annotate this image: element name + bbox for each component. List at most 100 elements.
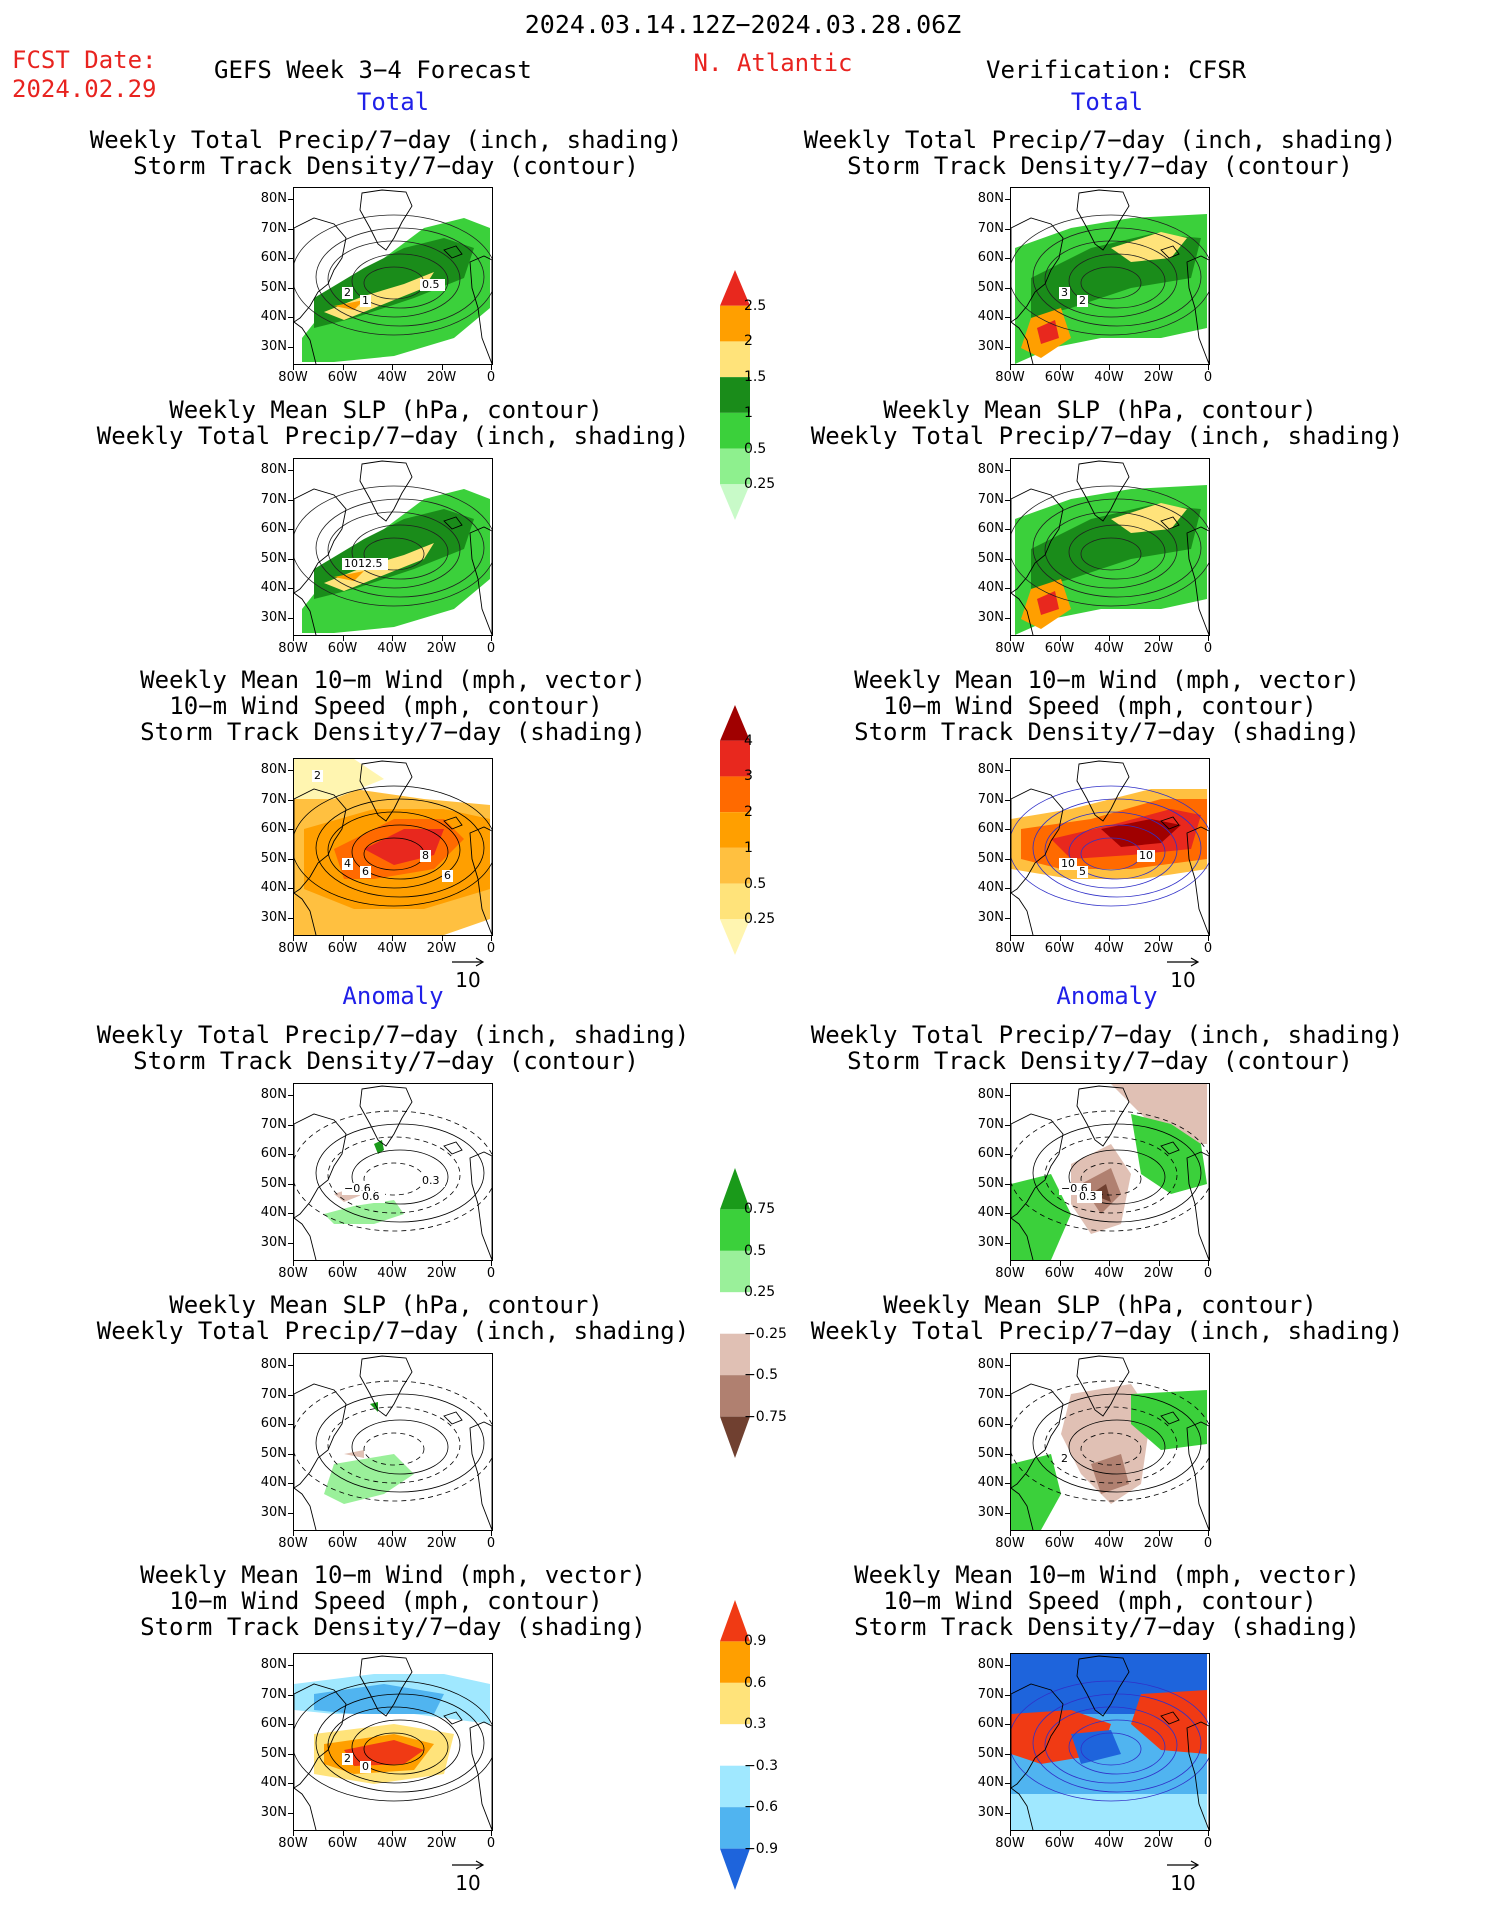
x-tick-label: 80W [995,1836,1025,1851]
shade-region [1111,1084,1207,1144]
contour-line [315,1393,485,1493]
contour-line [1011,1110,1209,1232]
y-tick [1005,1213,1010,1214]
x-tick [1059,1531,1061,1536]
y-tick-label: 40N [977,580,1004,595]
x-tick [1109,1531,1110,1536]
coastline [294,488,347,594]
fcst-date: 2024.02.29 [12,75,157,103]
y-tick [1005,888,1010,889]
contour-line [1044,511,1178,589]
x-tick-label: 0 [486,1836,496,1851]
colorbar-precip_anom [720,1168,750,1458]
x-tick [1158,1531,1160,1536]
vector-ref-label: 10 [1170,968,1196,992]
y-tick [1005,499,1010,501]
contour-label: 1012.5 [344,557,383,570]
y-tick-label: 50N [260,850,287,866]
x-tick-label: 20W [426,1266,457,1281]
colorbar-label: 0.25 [744,911,776,928]
contour-line [1011,214,1209,336]
x-tick-label: 40W [377,1266,407,1281]
colorbar-segment [720,377,750,413]
x-tick-label: 20W [1143,370,1174,385]
coastline [1186,1151,1209,1260]
y-tick [1005,470,1010,471]
x-tick-label: 0 [1203,941,1213,956]
y-tick-label: 80N [977,191,1004,206]
y-tick-label: 80N [977,462,1004,477]
y-tick-label: 70N [977,220,1004,236]
x-tick-label: 20W [1143,1266,1174,1281]
contour-line [1068,824,1166,880]
coastline [469,526,492,635]
region-label: N. Atlantic [693,49,853,77]
coastline [1076,1655,1130,1717]
x-tick-label: 20W [426,641,457,656]
shade-region [370,1402,378,1412]
y-tick-label: 30N [260,1504,287,1520]
colorbar-segment [720,919,750,955]
x-tick-label: 0 [486,641,496,656]
x-tick-label: 0 [486,1536,496,1551]
y-tick [288,1512,293,1514]
y-tick [288,317,293,318]
y-tick-label: 80N [260,762,287,777]
x-tick-label: 20W [426,1836,457,1851]
map-panel-r6 [1010,1653,1210,1831]
map-svg-r4: −0.60.3 [1011,1084,1209,1260]
x-tick [342,365,344,370]
colorbar-segment [720,1209,750,1251]
contour-line [294,785,492,907]
coastline [443,245,463,259]
coastline [294,592,317,635]
x-tick [1158,365,1160,370]
x-tick [1010,636,1011,641]
y-tick [1005,1694,1010,1696]
colorbar-label: 1.5 [744,369,767,386]
colorbar-segment [720,270,750,306]
contour-label-bg [1059,287,1070,299]
contour-label: 0.5 [422,278,440,291]
y-tick-label: 70N [977,1686,1004,1702]
map-svg-l2: 1012.5 [294,460,492,635]
y-tick [288,1694,293,1696]
x-tick [1109,936,1110,941]
x-tick-label: 20W [1143,641,1174,656]
colorbar-segment [720,484,750,520]
y-tick-label: 60N [977,521,1004,536]
title-r4-b: Storm Track Density/7−day (contour) [847,1047,1353,1075]
x-tick-label: 80W [995,941,1025,956]
y-tick [1005,829,1010,830]
contour-label-bg [1077,1191,1102,1203]
y-tick-label: 70N [260,1116,287,1132]
title-r6-c: Storm Track Density/7−day (shading) [854,1613,1360,1641]
y-tick [1005,1242,1010,1244]
title-l3-b: 10−m Wind Speed (mph, contour) [169,692,603,720]
coastline [1011,1487,1034,1530]
contour-line [351,253,449,309]
contour-line [327,1706,461,1784]
x-tick-label: 60W [1044,1266,1075,1281]
title-r6-a: Weekly Mean 10−m Wind (mph, vector) [854,1561,1360,1589]
map-panel-l5 [293,1353,493,1531]
coastline [1076,1355,1130,1417]
y-tick-label: 50N [977,1175,1004,1191]
colorbar-segment [720,883,750,920]
contour-line [1068,1719,1166,1775]
y-tick-label: 50N [977,850,1004,866]
y-tick-label: 60N [977,250,1004,265]
forecast-title: GEFS Week 3−4 Forecast [214,56,532,84]
y-tick [288,228,293,230]
colorbar-segment [720,705,750,741]
coastline [469,826,492,935]
contour-label: 3 [1061,286,1068,299]
x-tick [1059,936,1061,941]
y-tick [1005,558,1010,560]
y-tick [1005,1812,1010,1814]
y-tick-label: 40N [260,1775,287,1790]
contour-line [1032,1123,1202,1223]
y-tick-label: 50N [260,1745,287,1761]
colorbar-label: 2 [744,333,753,350]
y-tick-label: 40N [260,1205,287,1220]
